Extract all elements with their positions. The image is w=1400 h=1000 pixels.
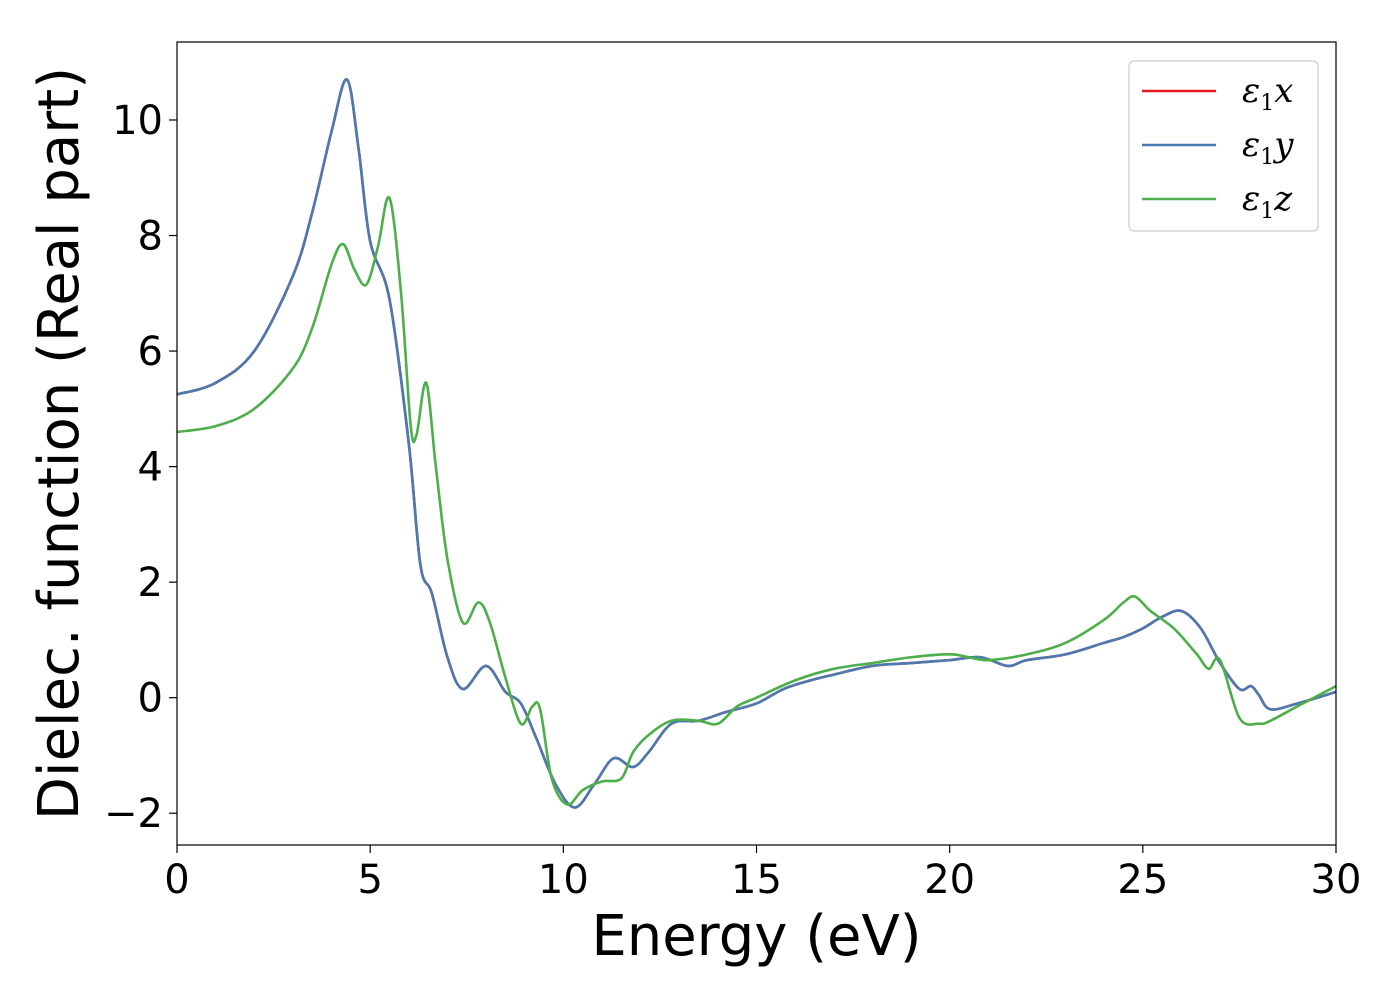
y-tick-label: 8 bbox=[138, 214, 163, 260]
y-tick-label: 2 bbox=[138, 560, 163, 606]
x-tick-label: 0 bbox=[164, 857, 189, 903]
legend-box bbox=[1128, 60, 1319, 232]
y-axis-title: Dielec. function (Real part) bbox=[27, 67, 92, 820]
y-tick-label: −2 bbox=[104, 791, 163, 837]
x-tick-label: 25 bbox=[1117, 857, 1168, 903]
y-tick-label: 6 bbox=[138, 329, 163, 375]
x-tick-label: 30 bbox=[1311, 857, 1362, 903]
x-tick-label: 15 bbox=[731, 857, 782, 903]
legend-label-x: ε1x bbox=[1242, 71, 1293, 116]
legend: ε1x ε1y ε1z bbox=[1128, 60, 1319, 232]
legend-label-y: ε1y bbox=[1242, 125, 1294, 170]
series-line-z bbox=[177, 195, 1336, 806]
legend-label-z: ε1z bbox=[1242, 179, 1293, 224]
x-axis-title: Energy (eV) bbox=[591, 904, 921, 969]
series-line-y bbox=[177, 78, 1336, 809]
x-tick-label: 10 bbox=[538, 857, 589, 903]
x-tick-label: 20 bbox=[924, 857, 975, 903]
x-axis: 0 5 10 15 20 25 30 bbox=[164, 845, 1361, 903]
y-tick-label: 10 bbox=[112, 98, 163, 144]
y-axis: −2 0 2 4 6 8 10 bbox=[104, 98, 177, 837]
y-tick-label: 0 bbox=[138, 676, 163, 722]
y-tick-label: 4 bbox=[138, 445, 163, 491]
series-layer bbox=[177, 78, 1336, 809]
x-tick-label: 5 bbox=[357, 857, 382, 903]
